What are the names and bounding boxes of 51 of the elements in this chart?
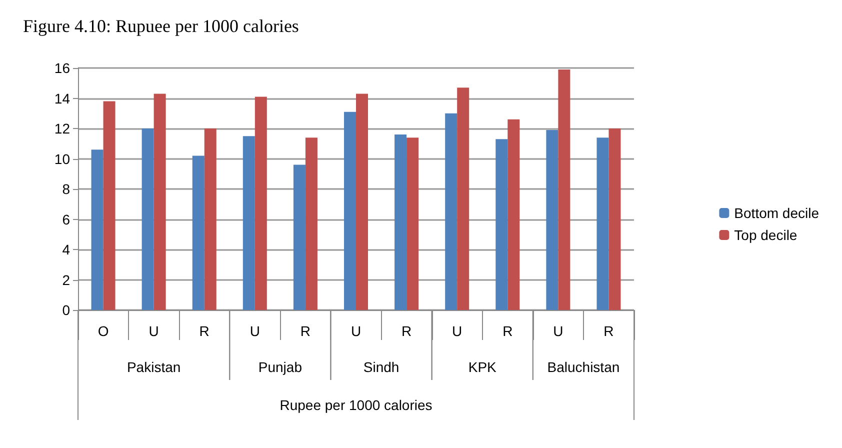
bar	[608, 128, 621, 310]
x-tick-label: R	[199, 323, 210, 339]
bar	[496, 139, 508, 310]
y-tick-label: 4	[62, 242, 70, 258]
x-tick-label: U	[452, 323, 462, 339]
bar	[445, 113, 458, 310]
bar	[192, 156, 204, 310]
bar	[558, 70, 570, 310]
x-tick-label: U	[250, 323, 260, 339]
bar	[344, 112, 356, 310]
bar	[204, 128, 216, 310]
bar	[305, 138, 318, 310]
text: Baluchistan	[547, 359, 620, 375]
text: KPK	[468, 359, 498, 375]
x-tick-label: O	[98, 323, 109, 339]
x-tick-label: R	[604, 323, 614, 339]
y-tick-label: 6	[62, 211, 70, 228]
bar	[103, 101, 116, 310]
x-axis-title: Rupee per 1000 calories	[280, 397, 432, 413]
x-tick-label: R	[401, 323, 412, 339]
x-tick-label: U	[148, 323, 159, 339]
y-tick-label: 0	[62, 302, 70, 318]
bar	[91, 150, 104, 310]
x-tick-label: R	[300, 323, 311, 339]
y-tick-label: 16	[54, 60, 70, 76]
bar	[546, 130, 558, 310]
bar	[508, 119, 520, 310]
text: Sindh	[363, 359, 400, 375]
chart-title: Figure 4.10: Rupuee per 1000 calories	[23, 16, 299, 36]
bar	[154, 94, 166, 310]
legend-label: Top decile	[734, 227, 798, 243]
text: Pakistan	[126, 359, 181, 375]
bar	[596, 138, 609, 310]
x-tick-label: U	[553, 323, 564, 339]
bar	[254, 96, 267, 310]
y-tick-label: 10	[54, 150, 70, 167]
bar	[242, 136, 255, 310]
bar	[394, 134, 407, 310]
bar	[406, 138, 419, 310]
bar	[457, 88, 470, 310]
y-tick-label: 2	[62, 272, 70, 288]
y-tick-label: 8	[62, 181, 70, 197]
bar	[142, 128, 154, 310]
bar	[293, 164, 306, 310]
y-tick-label: 12	[54, 120, 70, 136]
text: Punjab	[258, 359, 302, 375]
x-tick-label: R	[502, 323, 513, 339]
y-tick-label: 14	[54, 90, 70, 106]
bar	[356, 94, 368, 310]
x-tick-label: U	[350, 323, 362, 339]
legend-label: Bottom decile	[734, 205, 820, 221]
